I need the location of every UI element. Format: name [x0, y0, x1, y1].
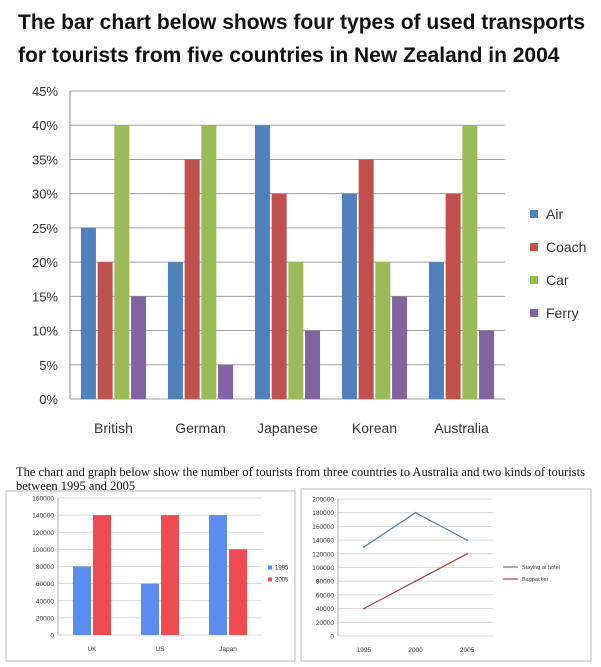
legend-label: Ferry [546, 305, 579, 321]
legend-label: Air [546, 206, 563, 222]
bar-air-australia [428, 262, 444, 399]
bar-ferry-german [218, 364, 234, 399]
bar-2005-uk [93, 515, 111, 635]
bar-1995-us [141, 583, 159, 635]
data-point [466, 539, 469, 541]
legend-label: Bagpacker [522, 577, 548, 583]
y-tick-label: 120000 [312, 551, 334, 558]
bar-ferry-australia [479, 330, 495, 399]
bar-ferry-korean [392, 296, 408, 399]
x-tick-label: Japan [219, 646, 237, 653]
y-tick-label: 160000 [32, 496, 54, 503]
y-tick-label: 25% [32, 221, 58, 236]
bar-coach-australia [445, 193, 461, 399]
bar-car-japanese [288, 262, 304, 399]
x-tick-label: 2005 [460, 647, 475, 654]
x-tick-label: British [94, 420, 133, 436]
bar-air-british [80, 227, 96, 399]
bar-coach-japanese [271, 193, 287, 399]
bar-1995-uk [73, 566, 91, 635]
bar-ferry-british [131, 296, 147, 399]
x-tick-label: Australia [434, 420, 489, 436]
y-tick-label: 0 [330, 634, 334, 641]
y-tick-label: 200000 [312, 497, 334, 504]
y-tick-label: 30% [32, 187, 58, 202]
legend-label: 1995 [275, 566, 289, 572]
data-point [414, 580, 417, 583]
legend-label: Staying at hotel [522, 565, 560, 571]
y-tick-label: 80000 [36, 564, 54, 571]
x-tick-label: Japanese [257, 420, 318, 436]
x-tick-label: German [175, 420, 226, 436]
y-tick-label: 60000 [36, 581, 54, 588]
bar-air-japanese [254, 125, 270, 399]
transport-bar-chart: 0% 5% 10% 15% 20% 25% 30% 35% 40% 45% British Germa… [32, 84, 587, 436]
y-tick-label: 0% [39, 392, 58, 407]
legend-swatch [530, 243, 538, 251]
y-tick-label: 140000 [32, 513, 54, 520]
series-line-bagpacker [363, 553, 468, 610]
y-tick-label: 180000 [312, 510, 334, 517]
chart-frame [5, 490, 296, 662]
y-tick-label: 40% [32, 118, 58, 133]
y-tick-label: 20000 [36, 615, 54, 622]
bar-coach-korean [358, 159, 374, 399]
y-tick-label: 140000 [312, 538, 334, 545]
x-tick-label: UK [87, 646, 97, 653]
legend-swatch [530, 276, 538, 284]
y-tick-label: 35% [32, 152, 58, 167]
bar-car-british [114, 125, 130, 399]
y-tick-label: 100000 [312, 565, 334, 572]
y-tick-label: 60000 [316, 592, 334, 599]
series-line-staying-at-hotel [363, 512, 468, 548]
data-point [466, 552, 469, 555]
y-tick-label: 100000 [32, 547, 54, 554]
data-point [362, 607, 365, 610]
bar-2005-us [161, 515, 179, 635]
legend-label: Car [546, 272, 569, 288]
x-tick-label: 1995 [357, 647, 372, 654]
bar-air-korean [341, 193, 357, 399]
bar-car-korean [375, 262, 391, 399]
y-tick-label: 20% [32, 255, 58, 270]
bar-1995-japan [209, 515, 227, 635]
legend-label: Coach [546, 239, 586, 255]
y-tick-label: 40000 [316, 606, 334, 613]
x-tick-label: 2000 [408, 647, 423, 654]
bar-2005-japan [229, 549, 247, 635]
bar-car-australia [462, 125, 478, 399]
y-tick-label: 120000 [32, 530, 54, 537]
legend-swatch [268, 577, 272, 582]
y-tick-label: 10% [32, 324, 58, 339]
bar-air-german [167, 262, 183, 399]
y-tick-label: 80000 [316, 579, 334, 586]
y-tick-label: 40000 [36, 598, 54, 605]
y-tick-label: 160000 [312, 524, 334, 531]
y-tick-label: 20000 [316, 620, 334, 627]
y-tick-label: 15% [32, 289, 58, 304]
legend-label: 2005 [275, 578, 289, 584]
legend-swatch [530, 309, 538, 317]
page-subtitle: The chart and graph below show the numbe… [16, 465, 585, 493]
y-tick-label: 5% [39, 358, 58, 373]
legend-swatch [530, 210, 538, 218]
y-tick-label: 0 [50, 633, 54, 640]
bar-car-german [201, 125, 217, 399]
chart-frame [300, 488, 592, 662]
bar-coach-german [184, 159, 200, 399]
y-tick-label: 45% [32, 84, 58, 99]
bar-ferry-japanese [305, 330, 321, 399]
data-point [362, 546, 365, 548]
bar-coach-british [97, 262, 113, 399]
x-tick-label: Korean [352, 420, 397, 436]
x-tick-label: US [155, 646, 165, 653]
page-title: The bar chart below shows four types of … [18, 11, 586, 67]
data-point [414, 511, 417, 514]
legend-swatch [268, 565, 272, 570]
